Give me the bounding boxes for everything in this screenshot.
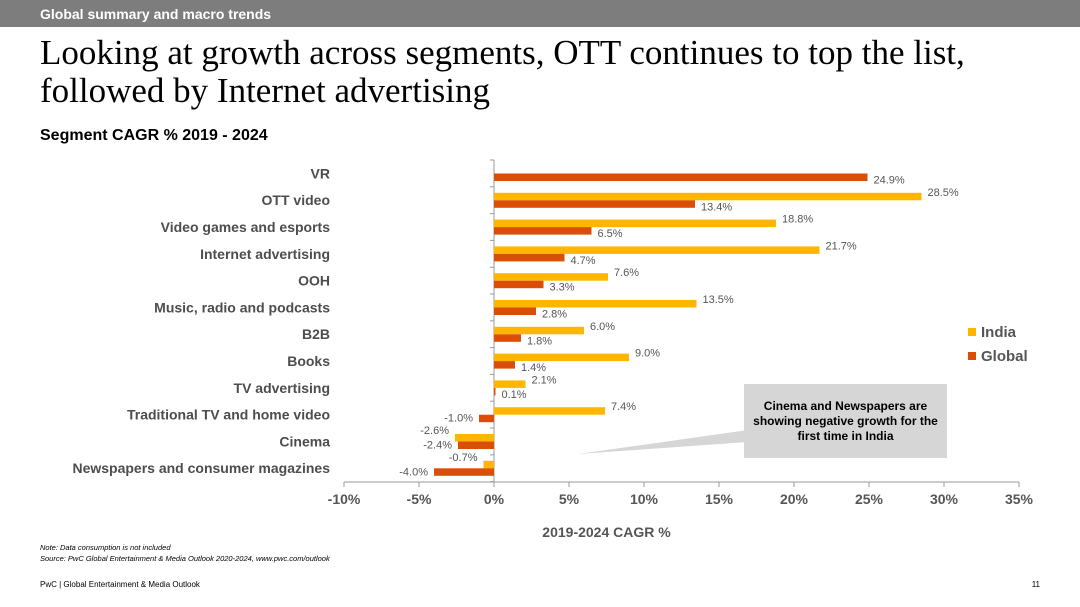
page-number: 11 — [1031, 580, 1040, 589]
global-bar — [494, 173, 868, 181]
global-value-label: 4.7% — [571, 255, 596, 267]
global-value-label: 0.1% — [502, 389, 527, 401]
x-tick-label: -5% — [407, 491, 432, 507]
india-bar — [494, 300, 697, 308]
category-label: TV advertising — [234, 380, 330, 396]
global-value-label: -4.0% — [399, 466, 428, 478]
global-bar — [494, 280, 544, 289]
india-value-label: 9.0% — [635, 348, 660, 360]
note-text: Note: Data consumption is not included — [40, 543, 171, 552]
x-tick-label: 15% — [705, 491, 734, 507]
india-bar — [494, 192, 922, 201]
category-label: Music, radio and podcasts — [154, 299, 330, 315]
category-label: VR — [311, 165, 330, 181]
global-bar — [494, 227, 592, 235]
india-bar — [494, 273, 608, 281]
chart-title: Segment CAGR % 2019 - 2024 — [40, 127, 268, 144]
legend-swatch-global — [968, 352, 976, 360]
global-value-label: 3.3% — [550, 282, 575, 294]
india-bar — [483, 460, 494, 469]
global-value-label: 2.8% — [542, 309, 567, 321]
global-bar — [494, 361, 515, 369]
section-bar-title: Global summary and macro trends — [40, 6, 272, 22]
india-value-label: 2.1% — [532, 374, 557, 386]
category-label: Books — [287, 353, 330, 369]
india-bar — [494, 407, 605, 415]
india-value-label: 6.0% — [590, 321, 615, 333]
category-label: B2B — [302, 326, 330, 342]
global-bar — [494, 253, 565, 262]
source-text: Source: PwC Global Entertainment & Media… — [40, 554, 330, 563]
global-bar — [458, 441, 494, 449]
india-bar — [494, 326, 584, 335]
x-tick-label: 30% — [930, 491, 959, 507]
global-value-label: 13.4% — [701, 201, 732, 213]
x-tick-label: -10% — [328, 491, 361, 507]
x-tick-label: 20% — [780, 491, 809, 507]
india-value-label: -0.7% — [449, 452, 478, 464]
global-bar — [479, 414, 494, 423]
x-tick-label: 0% — [484, 491, 505, 507]
global-value-label: 24.9% — [874, 175, 905, 187]
section-bar: Global summary and macro trends — [0, 0, 1080, 27]
legend-label-india: India — [981, 324, 1017, 341]
legend-swatch-india — [968, 328, 976, 336]
footer-text: PwC | Global Entertainment & Media Outlo… — [40, 580, 200, 589]
x-tick-label: 35% — [1005, 491, 1034, 507]
global-bar — [494, 387, 496, 396]
global-bar — [494, 200, 695, 208]
category-label: OTT video — [262, 192, 330, 208]
india-value-label: -2.6% — [420, 425, 449, 437]
x-tick-label: 25% — [855, 491, 884, 507]
global-bar — [494, 334, 521, 342]
india-bar — [494, 246, 820, 254]
global-value-label: -1.0% — [444, 413, 473, 425]
india-bar — [494, 380, 526, 388]
global-value-label: 1.4% — [521, 362, 546, 374]
global-bar — [434, 468, 494, 476]
cagr-bar-chart: -10% -5% 0% 5% 10% 15% 20% 25% 30% 35% 2019-2024 C… — [72, 159, 1034, 540]
annotation-callout: Cinema and Newspapers are showing negati… — [744, 384, 947, 458]
category-label: Newspapers and consumer magazines — [72, 460, 330, 476]
category-label: Internet advertising — [200, 246, 330, 262]
category-label: Traditional TV and home video — [127, 407, 330, 423]
india-bar — [494, 353, 629, 362]
global-bar — [494, 307, 536, 315]
india-value-label: 21.7% — [826, 240, 857, 252]
india-value-label: 13.5% — [703, 294, 734, 306]
india-value-label: 7.4% — [611, 401, 636, 413]
x-axis-title: 2019-2024 CAGR % — [542, 524, 671, 540]
india-value-label: 18.8% — [782, 214, 813, 226]
india-bar — [494, 219, 776, 228]
x-tick-label: 10% — [630, 491, 659, 507]
india-bar — [455, 434, 494, 442]
global-value-label: 6.5% — [598, 228, 623, 240]
slide-headline: Looking at growth across segments, OTT c… — [40, 33, 965, 110]
category-label: OOH — [298, 273, 330, 289]
global-value-label: -2.4% — [423, 440, 452, 452]
legend-label-global: Global — [981, 348, 1028, 365]
india-value-label: 7.6% — [614, 267, 639, 279]
category-label: Video games and esports — [161, 219, 331, 235]
category-label: Cinema — [279, 433, 330, 449]
x-tick-label: 5% — [559, 491, 580, 507]
india-value-label: 28.5% — [928, 187, 959, 199]
global-value-label: 1.8% — [527, 335, 552, 347]
